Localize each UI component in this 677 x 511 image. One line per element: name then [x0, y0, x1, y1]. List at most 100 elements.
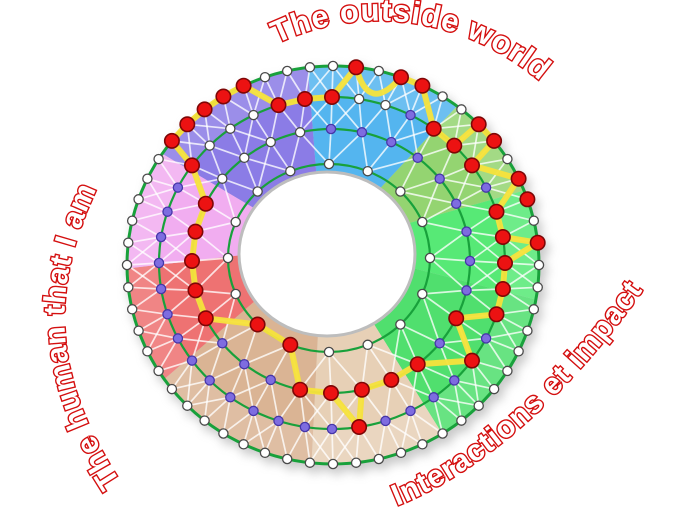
mesh-line: [454, 379, 495, 390]
mesh-line: [421, 293, 441, 344]
mesh-line: [304, 426, 311, 463]
node-purple: [461, 285, 472, 296]
mesh-line: [186, 379, 211, 407]
mesh-line: [126, 236, 162, 266]
mesh-line: [243, 364, 255, 412]
node-red: [494, 229, 511, 246]
mesh-line: [147, 337, 179, 353]
mesh-line: [453, 379, 480, 407]
node-purple: [461, 226, 472, 237]
node-white: [222, 252, 234, 264]
mesh-line: [222, 397, 232, 434]
node-red: [270, 97, 287, 114]
mesh-line: [191, 342, 223, 362]
mesh-line: [128, 286, 162, 290]
node-white: [123, 237, 134, 248]
node-red: [179, 116, 196, 133]
mesh-line: [377, 420, 387, 460]
mesh-line: [304, 426, 334, 465]
node-white: [350, 457, 362, 468]
node-white: [259, 71, 271, 83]
node-white: [502, 153, 513, 165]
mesh-line: [328, 131, 363, 165]
node-white: [285, 165, 296, 177]
node-red: [163, 132, 180, 149]
node-white: [199, 415, 210, 426]
node-white: [239, 152, 250, 164]
node-white: [437, 428, 448, 439]
mesh-line: [384, 104, 393, 143]
mesh-line: [433, 396, 462, 422]
node-purple: [405, 109, 416, 121]
node-red: [463, 352, 480, 369]
mesh-line: [289, 132, 301, 172]
mesh-line: [429, 230, 467, 259]
node-white: [225, 123, 236, 134]
mesh-line: [252, 114, 272, 143]
node-red: [529, 234, 546, 251]
node-white: [133, 194, 144, 205]
node-white: [488, 383, 500, 395]
mesh-line: [222, 177, 258, 193]
node-red: [519, 191, 536, 208]
node-white: [327, 458, 339, 470]
node-red: [197, 195, 214, 212]
mesh-line: [367, 141, 392, 172]
node-purple: [326, 423, 338, 435]
node-purple: [325, 123, 337, 135]
mesh-line: [429, 257, 468, 292]
node-white: [281, 453, 293, 465]
node-red: [197, 310, 214, 327]
node-white: [121, 259, 133, 271]
mesh-line: [328, 351, 363, 391]
mesh-line: [209, 363, 245, 382]
node-red: [494, 280, 511, 297]
node-white: [522, 325, 533, 336]
node-red: [296, 91, 313, 108]
node-purple: [480, 333, 492, 344]
node-red: [448, 310, 465, 327]
node-red: [322, 384, 339, 401]
node-red: [249, 316, 266, 333]
mesh-line: [410, 410, 444, 435]
node-purple: [153, 257, 165, 269]
node-red: [463, 157, 480, 174]
mesh-line: [433, 396, 479, 407]
mesh-line: [244, 156, 291, 173]
mesh-line: [158, 359, 193, 372]
mesh-line: [204, 396, 231, 422]
node-white: [424, 252, 436, 264]
node-white: [528, 215, 540, 226]
node-white: [380, 99, 391, 111]
mesh-line: [331, 428, 334, 465]
mesh-line: [453, 380, 463, 421]
node-red: [496, 255, 513, 272]
node-purple: [204, 375, 215, 386]
node-white: [166, 383, 178, 395]
node-red: [409, 356, 426, 373]
node-red: [235, 77, 252, 94]
mesh-line: [465, 230, 506, 264]
node-purple: [380, 415, 391, 427]
node-white: [532, 282, 543, 293]
node-red: [323, 89, 340, 106]
node-white: [513, 346, 524, 357]
node-white: [353, 93, 365, 105]
node-white: [133, 325, 144, 336]
node-white: [126, 304, 138, 315]
node-white: [217, 173, 228, 184]
mesh-line: [252, 379, 272, 412]
mesh-line: [187, 396, 231, 407]
mesh-line: [203, 380, 211, 421]
mesh-line: [171, 379, 210, 390]
node-red: [470, 116, 487, 133]
node-purple: [172, 333, 184, 344]
mesh-line: [252, 410, 266, 454]
mesh-line: [177, 337, 223, 345]
node-red: [351, 418, 368, 435]
node-red: [196, 101, 213, 118]
donut-hole: [237, 170, 417, 338]
node-red: [488, 203, 505, 220]
mesh-line: [146, 313, 169, 352]
